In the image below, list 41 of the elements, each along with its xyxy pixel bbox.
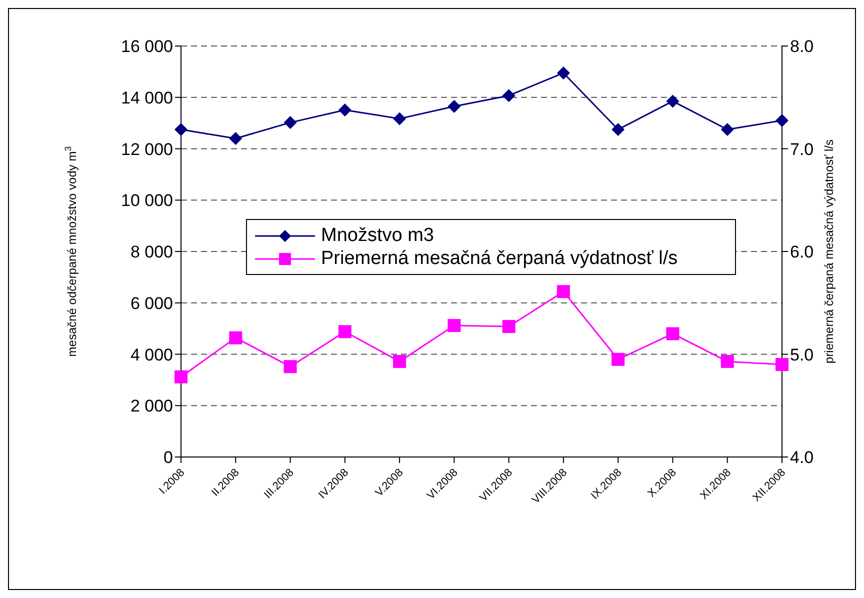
point [338, 103, 352, 116]
point [229, 331, 242, 344]
y2-axis-title: priemerná čerpaná mesačná výdatnosť l/s [822, 140, 836, 364]
point [776, 114, 788, 127]
y2-tick-label: 8.0 [790, 37, 814, 56]
point [338, 325, 352, 338]
y2-tick-label: 5.0 [790, 345, 814, 364]
y2-tick-label: 6.0 [790, 242, 814, 262]
point [556, 66, 570, 80]
y-tick-label: 12 000 [121, 140, 173, 159]
point [284, 116, 297, 130]
point [174, 370, 188, 384]
y-tick-label: 8 000 [130, 242, 173, 262]
point [666, 327, 680, 340]
y-tick-label: 4 000 [130, 345, 173, 364]
point [393, 354, 406, 368]
point [720, 354, 734, 368]
point [502, 89, 516, 102]
point [229, 132, 242, 145]
point [448, 318, 461, 332]
legend-label: Priemerná mesačná čerpaná výdatnosť l/s [321, 248, 678, 270]
y-tick-label: 2 000 [130, 396, 173, 416]
y-tick-label: 16 000 [121, 37, 173, 56]
point [284, 360, 297, 374]
point [393, 112, 406, 126]
point [556, 285, 570, 298]
point [448, 100, 461, 113]
y-tick-label: 6 000 [130, 294, 173, 313]
point [666, 94, 680, 108]
y2-tick-label: 4.0 [790, 448, 814, 468]
y-tick-label: 14 000 [121, 88, 173, 108]
point [612, 122, 625, 136]
point [776, 358, 788, 372]
y2-tick-label: 7.0 [790, 140, 814, 159]
y-tick-label: 0 [164, 448, 173, 468]
y-tick-label: 10 000 [121, 191, 173, 210]
point [720, 122, 734, 136]
point [502, 320, 516, 334]
legend-label: Množstvo m3 [321, 224, 434, 246]
point [174, 122, 188, 136]
point [612, 352, 625, 366]
